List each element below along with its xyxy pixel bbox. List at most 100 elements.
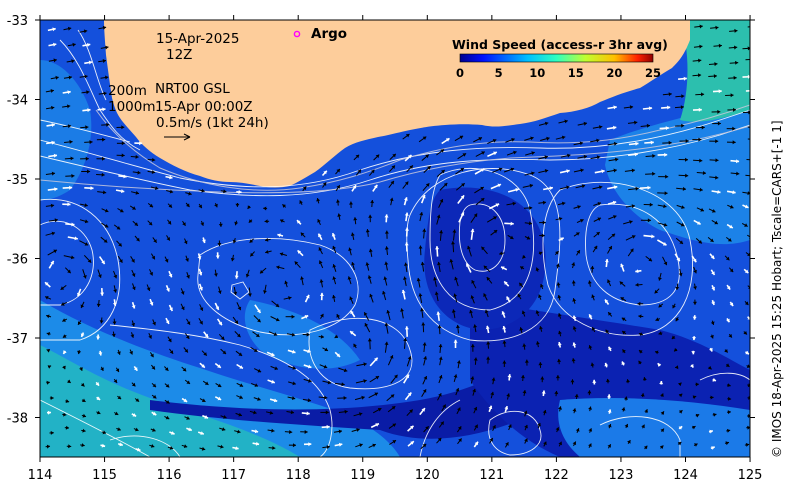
velocity-arrow-head	[45, 296, 49, 300]
velocity-arrow-head	[372, 443, 376, 448]
velocity-arrow-head	[223, 189, 227, 194]
velocity-arrow-head	[490, 391, 495, 396]
velocity-arrow-head	[647, 185, 651, 190]
velocity-arrow-head	[111, 333, 116, 337]
velocity-arrow-head	[297, 220, 301, 224]
velocity-arrow-head	[588, 443, 592, 448]
velocity-arrow-head	[307, 349, 311, 354]
velocity-arrow-head	[613, 141, 618, 146]
velocity-arrow-head	[222, 350, 226, 354]
velocity-arrow-head	[133, 367, 138, 371]
velocity-arrow-head	[300, 232, 305, 237]
velocity-arrow-head	[409, 409, 413, 414]
velocity-arrow-head	[302, 186, 307, 191]
velocity-arrow-head	[422, 228, 427, 232]
velocity-arrow-head	[717, 190, 721, 194]
velocity-arrow-head	[50, 260, 54, 265]
velocity-arrow-head	[294, 261, 299, 265]
velocity-arrow-head	[605, 299, 609, 304]
velocity-arrow-head	[152, 157, 156, 162]
velocity-arrow-head	[100, 292, 105, 296]
velocity-arrow-head	[504, 281, 508, 285]
velocity-arrow-head	[480, 168, 485, 172]
velocity-arrow-head	[63, 350, 67, 354]
velocity-arrow-head	[87, 108, 91, 113]
velocity-arrow-head	[201, 398, 206, 402]
velocity-arrow-head	[535, 267, 540, 271]
velocity-arrow-head	[51, 140, 55, 145]
velocity-arrow-head	[522, 254, 526, 259]
velocity-arrow-head	[121, 141, 125, 146]
velocity-arrow-head	[255, 441, 260, 446]
arrow-scale-icon	[164, 133, 191, 141]
velocity-arrow-head	[729, 224, 733, 229]
velocity-arrow-head	[297, 250, 302, 254]
velocity-arrow-head	[121, 189, 125, 194]
velocity-arrow-head	[521, 310, 526, 315]
velocity-arrow-head	[542, 220, 546, 225]
velocity-arrow-head	[564, 119, 568, 124]
velocity-arrow-head	[502, 340, 507, 344]
velocity-arrow-head	[538, 362, 543, 366]
velocity-arrow-head	[510, 167, 515, 172]
velocity-arrow-head	[80, 382, 85, 387]
velocity-arrow-head	[726, 318, 730, 323]
velocity-arrow-head	[605, 329, 610, 334]
velocity-arrow-head	[336, 185, 340, 189]
velocity-arrow-head	[71, 222, 75, 227]
velocity-arrow-head	[499, 251, 503, 256]
velocity-arrow-head	[604, 362, 609, 367]
velocity-arrow-head	[326, 445, 330, 449]
velocity-arrow-head	[629, 105, 634, 110]
velocity-arrow-head	[326, 424, 330, 429]
velocity-arrow-head	[421, 408, 425, 412]
velocity-arrow-head	[114, 411, 119, 416]
velocity-arrow-head	[607, 424, 612, 428]
argo-marker-icon[interactable]	[293, 30, 301, 38]
velocity-arrow-head	[517, 293, 522, 298]
velocity-arrow-head	[540, 284, 544, 288]
velocity-arrow-head	[640, 393, 645, 397]
velocity-arrow-head	[613, 215, 617, 219]
velocity-arrow-head	[101, 172, 105, 177]
velocity-arrow-head	[255, 333, 260, 337]
velocity-arrow-head	[370, 200, 375, 204]
velocity-arrow-head	[254, 383, 258, 387]
velocity-arrow-head	[512, 201, 516, 206]
velocity-arrow-head	[753, 125, 756, 129]
velocity-arrow-head	[715, 158, 719, 163]
velocity-arrow-head	[203, 352, 207, 356]
velocity-arrow-head	[695, 413, 700, 418]
velocity-arrow-head	[422, 389, 427, 393]
velocity-arrow-head	[96, 336, 101, 340]
velocity-arrow-head	[250, 252, 254, 257]
velocity-arrow-head	[695, 382, 699, 387]
velocity-arrow-head	[271, 428, 275, 433]
velocity-arrow-head	[234, 221, 239, 226]
velocity-arrow-head	[627, 440, 631, 444]
velocity-arrow-head	[501, 311, 506, 315]
velocity-arrow-head	[68, 75, 72, 80]
velocity-arrow-head	[349, 201, 353, 205]
velocity-arrow-head	[456, 360, 461, 364]
velocity-arrow-head	[481, 246, 485, 251]
velocity-arrow-head	[583, 121, 587, 126]
velocity-arrow-head	[483, 293, 487, 297]
velocity-arrow-head	[63, 412, 67, 417]
velocity-arrow-head	[664, 152, 668, 157]
velocity-arrow-head	[592, 379, 597, 383]
velocity-arrow-head	[300, 276, 304, 280]
velocity-arrow-head	[338, 442, 343, 447]
velocity-arrow-head	[131, 258, 135, 263]
velocity-arrow-head	[613, 105, 617, 110]
velocity-arrow-head	[121, 153, 125, 158]
velocity-arrows	[44, 24, 756, 452]
velocity-arrow-head	[106, 122, 110, 127]
velocity-arrow-head	[698, 240, 702, 244]
velocity-arrow	[747, 26, 750, 28]
plot-area	[40, 20, 756, 457]
velocity-arrow-head	[199, 320, 203, 325]
velocity-arrow-head	[51, 171, 55, 176]
x-tick-label: 117	[221, 468, 246, 483]
velocity-arrow-head	[204, 333, 209, 338]
